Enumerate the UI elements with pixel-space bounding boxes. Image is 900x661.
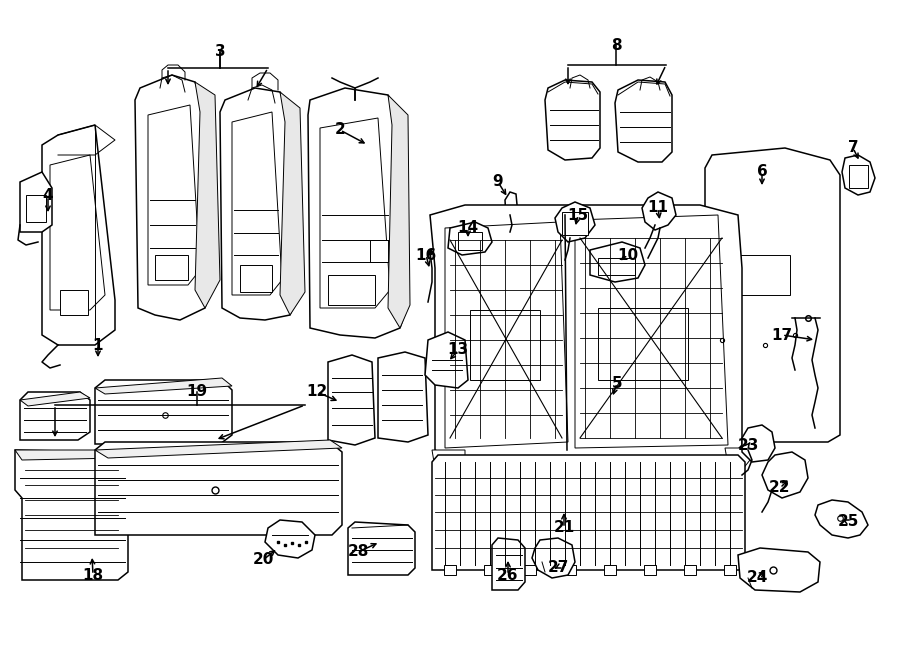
Polygon shape	[492, 538, 525, 590]
Polygon shape	[95, 440, 342, 458]
Text: 16: 16	[416, 247, 436, 262]
Text: 13: 13	[447, 342, 469, 358]
Text: 9: 9	[492, 175, 503, 190]
Polygon shape	[484, 565, 496, 575]
Polygon shape	[20, 392, 90, 440]
Polygon shape	[432, 455, 745, 570]
Polygon shape	[842, 155, 875, 195]
Polygon shape	[240, 265, 272, 292]
Polygon shape	[388, 95, 410, 328]
Text: 27: 27	[547, 559, 569, 574]
Text: 5: 5	[612, 375, 622, 391]
Polygon shape	[724, 565, 736, 575]
Polygon shape	[815, 500, 868, 538]
Text: 11: 11	[647, 200, 669, 215]
Polygon shape	[524, 565, 536, 575]
Text: 26: 26	[497, 568, 518, 582]
Polygon shape	[562, 212, 588, 235]
Polygon shape	[50, 155, 105, 310]
Polygon shape	[598, 308, 688, 380]
Polygon shape	[15, 450, 128, 580]
Polygon shape	[20, 392, 90, 406]
Polygon shape	[742, 425, 775, 462]
Polygon shape	[642, 192, 676, 230]
Polygon shape	[762, 452, 808, 498]
Polygon shape	[738, 548, 820, 592]
Text: 12: 12	[306, 385, 328, 399]
Polygon shape	[95, 378, 232, 394]
Polygon shape	[60, 290, 88, 315]
Polygon shape	[448, 222, 492, 255]
Polygon shape	[195, 82, 220, 308]
Polygon shape	[644, 565, 656, 575]
Polygon shape	[348, 522, 415, 575]
Polygon shape	[148, 105, 200, 285]
Polygon shape	[444, 565, 456, 575]
Text: 3: 3	[215, 44, 225, 59]
Text: 28: 28	[347, 545, 369, 559]
Text: 7: 7	[848, 141, 859, 155]
Polygon shape	[598, 258, 635, 275]
Polygon shape	[232, 112, 282, 295]
Text: 15: 15	[567, 208, 589, 223]
Text: 10: 10	[617, 247, 639, 262]
Polygon shape	[849, 165, 868, 188]
Polygon shape	[532, 538, 575, 578]
Text: 4: 4	[42, 188, 53, 204]
Text: 17: 17	[771, 327, 793, 342]
Text: 19: 19	[186, 385, 208, 399]
Polygon shape	[328, 355, 375, 445]
Text: 21: 21	[554, 520, 574, 535]
Polygon shape	[445, 222, 568, 448]
Polygon shape	[95, 380, 232, 444]
Text: 14: 14	[457, 221, 479, 235]
Polygon shape	[564, 565, 576, 575]
Polygon shape	[615, 80, 672, 162]
Polygon shape	[705, 148, 840, 442]
Polygon shape	[135, 75, 210, 320]
Polygon shape	[432, 450, 465, 475]
Text: 22: 22	[770, 481, 791, 496]
Polygon shape	[740, 255, 790, 295]
Polygon shape	[265, 520, 315, 558]
Polygon shape	[590, 242, 645, 282]
Polygon shape	[575, 215, 728, 448]
Text: 2: 2	[335, 122, 346, 137]
Polygon shape	[42, 125, 115, 345]
Polygon shape	[328, 275, 375, 305]
Polygon shape	[20, 172, 52, 232]
Text: 1: 1	[93, 338, 104, 352]
Polygon shape	[458, 232, 482, 250]
Text: 24: 24	[746, 570, 768, 584]
Polygon shape	[725, 448, 750, 470]
Polygon shape	[684, 565, 696, 575]
Polygon shape	[545, 80, 600, 160]
Polygon shape	[505, 192, 518, 220]
Polygon shape	[470, 310, 540, 380]
Polygon shape	[378, 352, 428, 442]
Polygon shape	[308, 88, 408, 338]
Polygon shape	[320, 118, 390, 308]
Text: 23: 23	[737, 438, 759, 453]
Text: 18: 18	[83, 568, 104, 582]
Polygon shape	[430, 205, 742, 462]
Text: 8: 8	[611, 38, 621, 52]
Polygon shape	[26, 195, 46, 222]
Polygon shape	[220, 88, 298, 320]
Polygon shape	[280, 92, 305, 315]
Polygon shape	[555, 202, 595, 242]
Text: 6: 6	[757, 165, 768, 180]
Polygon shape	[604, 565, 616, 575]
Polygon shape	[15, 450, 120, 460]
Polygon shape	[155, 255, 188, 280]
Polygon shape	[370, 240, 388, 262]
Text: 25: 25	[837, 514, 859, 529]
Text: 20: 20	[252, 553, 274, 568]
Polygon shape	[425, 332, 468, 388]
Polygon shape	[95, 442, 342, 535]
